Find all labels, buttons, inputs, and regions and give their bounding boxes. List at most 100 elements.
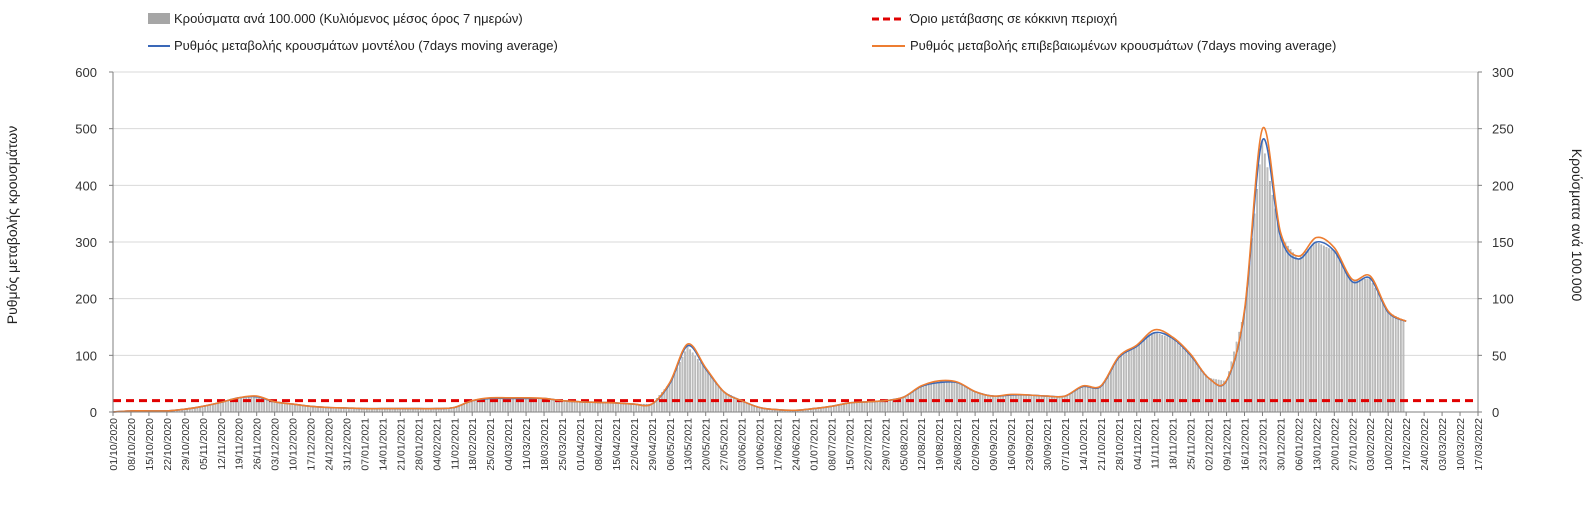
y-left-tick-label: 500 (75, 122, 97, 137)
bar (1120, 355, 1123, 413)
bar (1328, 248, 1330, 413)
x-tick-label: 22/04/2021 (629, 418, 641, 471)
bar (1017, 394, 1020, 413)
bar (1307, 249, 1310, 413)
bar (730, 395, 733, 413)
bar (1002, 395, 1004, 413)
bar (299, 404, 301, 413)
bar (1025, 394, 1028, 413)
bar (1161, 334, 1164, 413)
bar (909, 392, 912, 413)
bar (1346, 272, 1348, 413)
bar (578, 401, 581, 413)
x-tick-label: 09/09/2021 (988, 418, 1000, 471)
bar (594, 402, 597, 413)
bar (925, 385, 928, 413)
bar (1176, 343, 1179, 413)
x-tick-label: 16/09/2021 (1006, 418, 1018, 471)
x-tick-label: 12/08/2021 (916, 418, 928, 471)
bar (614, 402, 617, 413)
bar (1399, 318, 1402, 413)
bar (581, 401, 584, 413)
bar (342, 408, 345, 413)
bar (717, 384, 720, 413)
bar (1107, 374, 1110, 413)
x-tick-label: 28/01/2021 (413, 418, 425, 471)
bar (1279, 236, 1282, 413)
bar (301, 405, 304, 413)
y-left-tick-label: 300 (75, 235, 97, 250)
bar (1263, 153, 1266, 413)
bar (866, 401, 869, 413)
bar (681, 356, 684, 413)
bar (707, 372, 709, 413)
bar (619, 403, 622, 413)
bar (273, 401, 276, 413)
lines-series (112, 126, 1407, 413)
x-tick-label: 26/11/2020 (252, 418, 264, 470)
bar (466, 402, 468, 413)
x-tick-label: 18/11/2021 (1168, 418, 1180, 470)
bar (1063, 395, 1066, 413)
bar (1117, 357, 1120, 413)
bar (1015, 394, 1017, 413)
bar (1084, 386, 1087, 413)
bar (1110, 370, 1112, 413)
bar (201, 407, 204, 413)
bar (979, 392, 981, 413)
bar (902, 397, 904, 413)
x-tick-label: 07/10/2021 (1060, 418, 1072, 471)
x-tick-label: 04/11/2021 (1132, 418, 1144, 470)
bar (1012, 394, 1015, 413)
x-tick-label: 25/03/2021 (557, 418, 569, 471)
bar (740, 400, 743, 413)
bar (591, 402, 594, 413)
bar (1366, 278, 1369, 413)
bar (933, 383, 935, 413)
x-tick-label: 06/01/2022 (1293, 418, 1305, 471)
x-tick-label: 01/10/2020 (108, 418, 120, 471)
bar (525, 398, 527, 413)
bar (994, 395, 997, 413)
bar (573, 401, 576, 413)
x-tick-label: 15/07/2021 (844, 418, 856, 471)
bar (884, 400, 886, 413)
bar (1374, 287, 1377, 413)
x-tick-label: 06/05/2021 (665, 418, 677, 471)
bar (1189, 355, 1192, 413)
bar (961, 384, 963, 413)
bar (309, 406, 312, 413)
bar (222, 402, 224, 413)
bar (1338, 259, 1341, 413)
bar (861, 401, 863, 413)
y-right-tick-label: 200 (1492, 178, 1514, 193)
bar (953, 382, 956, 413)
bar (1184, 350, 1187, 413)
bar (704, 368, 707, 413)
bar (1068, 393, 1071, 413)
y-left-tick-label: 100 (75, 348, 97, 363)
x-tick-label: 19/08/2021 (934, 418, 946, 471)
bar (217, 403, 219, 413)
x-tick-label: 26/08/2021 (952, 418, 964, 471)
bar (989, 395, 992, 413)
bar (1048, 395, 1051, 413)
legend-label-confirmed: Ρυθμός μεταβολής επιβεβαιωμένων κρουσμάτ… (910, 38, 1336, 53)
bar (1058, 395, 1061, 413)
bar (294, 404, 296, 413)
legend: Κρούσματα ανά 100.000 (Κυλιόμενος μέσος … (148, 11, 1336, 53)
bar (1389, 313, 1392, 413)
x-tick-label: 18/02/2021 (467, 418, 479, 471)
bar (871, 401, 874, 413)
x-tick-label: 25/11/2021 (1186, 418, 1198, 470)
bar (212, 404, 214, 413)
bar (940, 382, 943, 413)
x-tick-label: 24/02/2022 (1419, 418, 1431, 471)
x-tick-label: 22/10/2020 (162, 418, 174, 471)
bar (1210, 378, 1212, 413)
legend-label-threshold: Όριο μετάβασης σε κόκκινη περιοχή (909, 11, 1117, 26)
bar (584, 401, 586, 413)
legend-label-model: Ρυθμός μεταβολής κρουσμάτων μοντέλου (7d… (174, 38, 558, 53)
bar (1294, 255, 1297, 413)
bar (1133, 347, 1135, 413)
